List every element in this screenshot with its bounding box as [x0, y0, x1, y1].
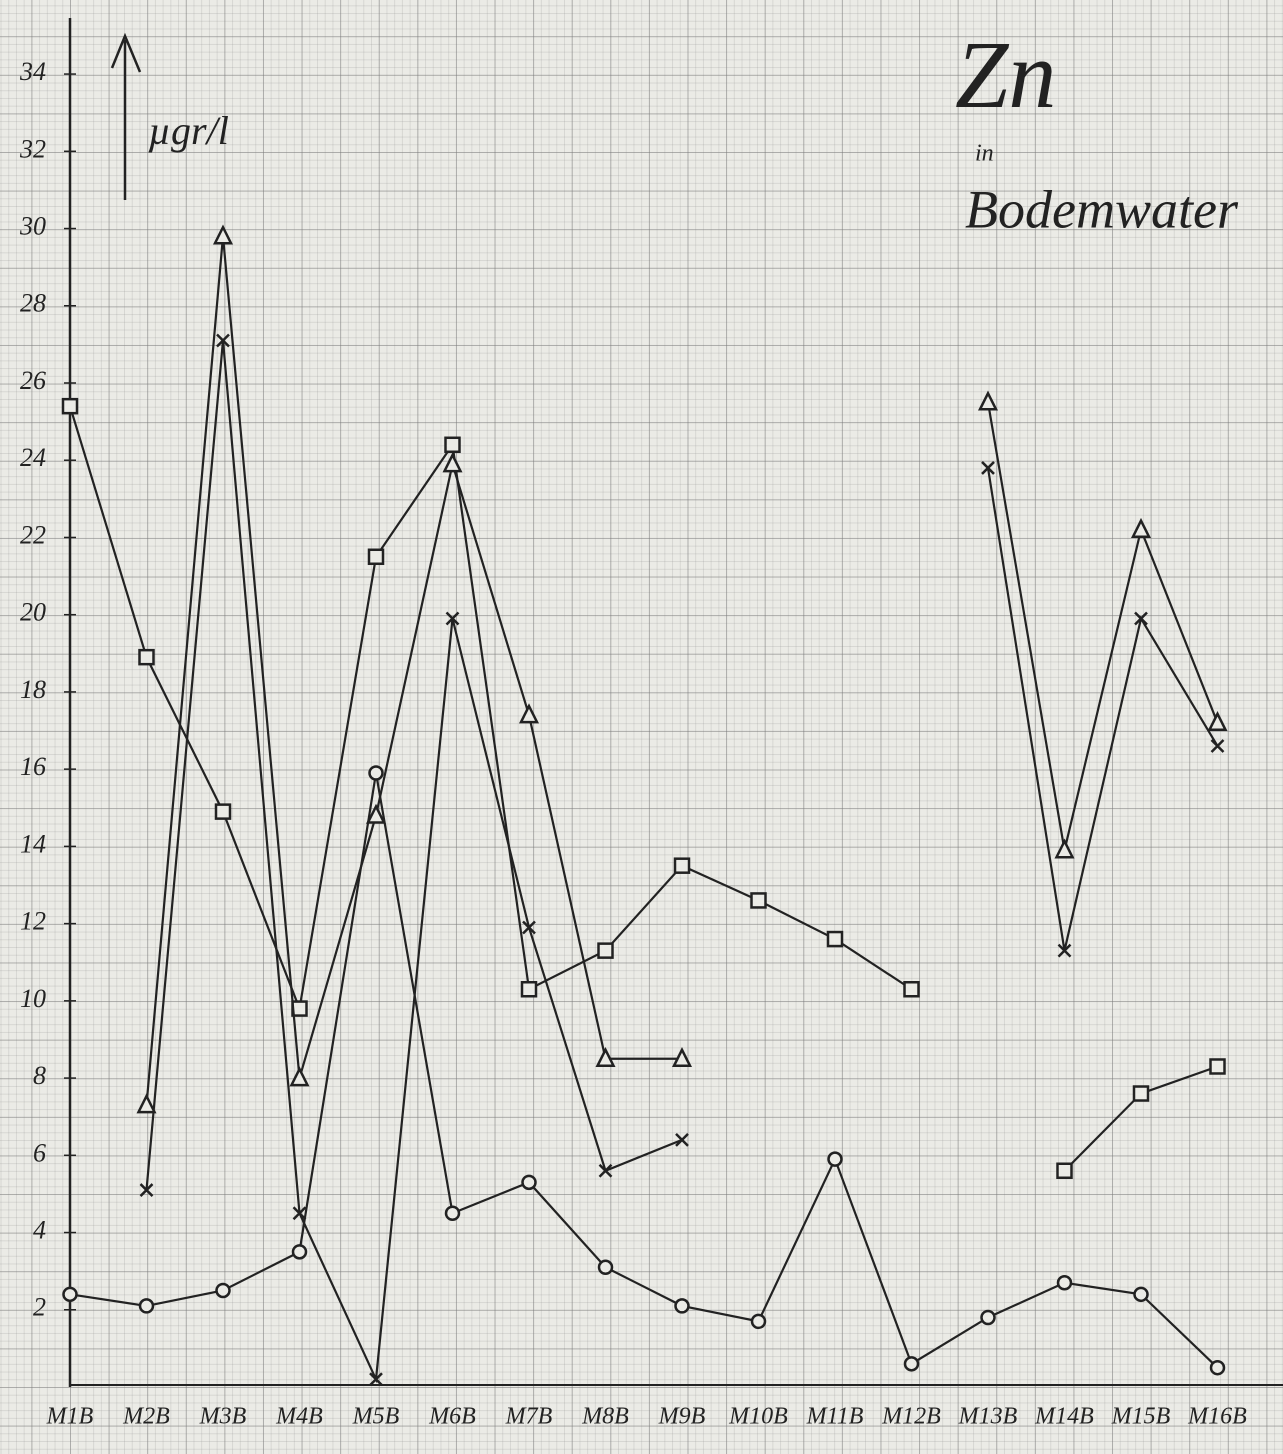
x-marker	[369, 1372, 383, 1387]
circle-marker	[444, 1205, 461, 1221]
y-tick-label: 14	[20, 829, 46, 858]
y-tick-label: 4	[33, 1216, 46, 1245]
x-tick-label: M13B	[958, 1404, 1018, 1430]
circle-marker	[291, 1244, 308, 1260]
circle-marker	[827, 1151, 843, 1167]
x-marker	[139, 1183, 154, 1197]
square-marker	[903, 981, 920, 998]
x-marker	[1134, 611, 1148, 626]
x-tick-label: M11B	[806, 1404, 864, 1430]
x-tick-label: M6B	[428, 1404, 476, 1430]
triangle-marker	[212, 224, 234, 245]
y-tick-label: 10	[20, 984, 46, 1013]
square-marker	[673, 857, 691, 874]
x-tick-label: M7B	[505, 1404, 553, 1430]
y-tick-label: 8	[33, 1061, 46, 1090]
y-tick-label: 26	[20, 366, 46, 395]
circle-marker	[597, 1259, 614, 1276]
x-marker	[445, 611, 460, 626]
circle-marker	[521, 1174, 537, 1191]
x-tick-label: M2B	[122, 1404, 170, 1430]
triangle-marker	[595, 1046, 616, 1068]
x-marker	[292, 1206, 307, 1221]
triangle-marker	[442, 452, 463, 473]
y-tick-label: 18	[20, 675, 46, 704]
x-marker	[1210, 739, 1225, 753]
axis-arrow	[110, 32, 142, 200]
y-tick-label: 16	[20, 752, 46, 781]
x-tick-label: M8B	[581, 1404, 629, 1430]
x-tick-label: M4B	[275, 1404, 323, 1430]
square-marker	[1056, 1162, 1073, 1180]
x-marker	[1057, 943, 1072, 958]
circle-marker	[903, 1356, 920, 1372]
y-tick-label: 30	[19, 211, 46, 240]
square-marker	[444, 436, 461, 454]
series-line	[69, 772, 1219, 1369]
triangle-marker	[977, 390, 999, 411]
x-tick-label: M16B	[1187, 1404, 1247, 1430]
chart-subtitle: Bodemwater	[965, 179, 1239, 239]
triangle-marker	[1130, 517, 1152, 538]
triangle-marker	[136, 1093, 157, 1114]
x-marker	[981, 461, 995, 475]
triangle-marker	[1054, 838, 1075, 859]
circle-marker	[1133, 1286, 1149, 1303]
circle-marker	[138, 1298, 155, 1314]
x-tick-label: M10B	[728, 1404, 788, 1430]
y-tick-label: 28	[20, 289, 46, 318]
series-line	[68, 405, 1218, 1172]
triangle-marker	[671, 1046, 693, 1068]
x-tick-label: M1B	[46, 1404, 94, 1430]
y-tick-label: 24	[20, 443, 46, 472]
y-tick-label: 34	[19, 57, 46, 86]
square-marker	[750, 892, 767, 909]
circle-marker	[674, 1298, 690, 1314]
x-tick-label: M9B	[658, 1404, 706, 1430]
x-marker	[216, 333, 230, 348]
triangle-marker	[1207, 711, 1228, 732]
chart-subtitle: in	[975, 141, 994, 167]
circle-marker	[62, 1286, 78, 1303]
x-tick-label: M12B	[881, 1404, 941, 1430]
y-axis-label: µgr/l	[148, 108, 229, 153]
square-marker	[214, 803, 232, 820]
circle-marker	[215, 1282, 231, 1299]
square-marker	[597, 942, 614, 959]
chart-title: Zn	[955, 21, 1056, 128]
x-marker	[598, 1163, 613, 1178]
x-tick-label: M3B	[199, 1404, 247, 1430]
y-tick-label: 2	[33, 1293, 46, 1322]
square-marker	[1132, 1085, 1150, 1102]
circle-marker	[1209, 1359, 1226, 1376]
y-tick-label: 32	[19, 134, 46, 163]
x-tick-label: M15B	[1111, 1404, 1171, 1430]
x-marker	[675, 1132, 689, 1147]
triangle-marker	[365, 803, 387, 824]
y-tick-label: 20	[20, 598, 46, 627]
series-line	[145, 236, 1219, 1106]
x-tick-label: M14B	[1034, 1404, 1094, 1430]
triangle-marker	[289, 1066, 310, 1087]
y-tick-label: 6	[33, 1138, 46, 1167]
square-marker	[1209, 1058, 1226, 1075]
y-tick-label: 12	[20, 907, 46, 936]
square-marker	[138, 648, 155, 666]
y-tick-label: 22	[20, 520, 46, 549]
square-marker	[826, 930, 844, 948]
x-marker	[522, 920, 536, 935]
circle-marker	[750, 1313, 767, 1330]
circle-marker	[980, 1309, 996, 1326]
x-tick-label: M5B	[352, 1404, 400, 1430]
circle-marker	[368, 765, 384, 781]
circle-marker	[1056, 1274, 1073, 1291]
square-marker	[61, 397, 79, 415]
square-marker	[520, 981, 538, 998]
square-marker	[367, 548, 385, 566]
triangle-marker	[518, 703, 540, 724]
